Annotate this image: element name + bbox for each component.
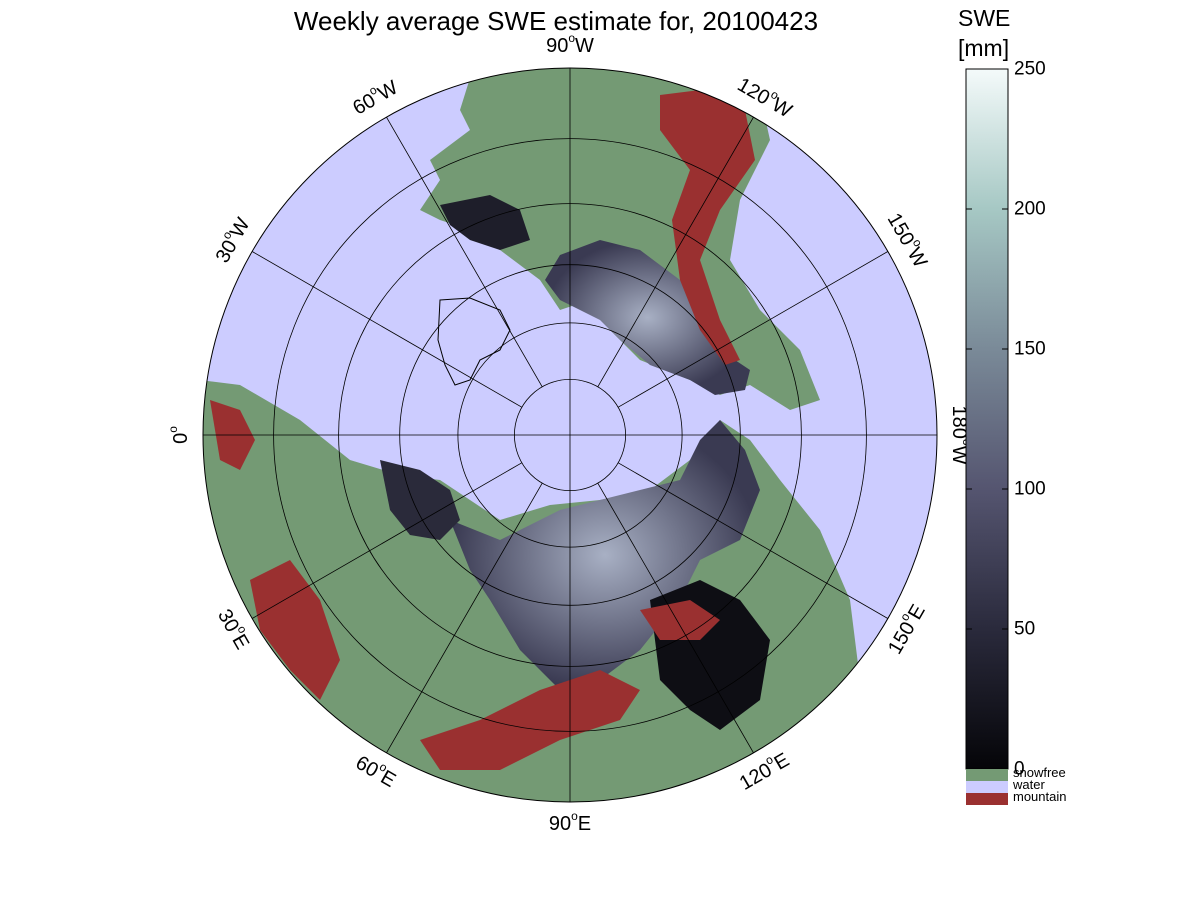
colorbar-title-line2: [mm] — [958, 35, 1009, 61]
meridian-label: 0o — [166, 426, 192, 444]
meridian-line — [597, 482, 754, 754]
colorbar-title-line1: SWE — [958, 5, 1010, 31]
colorbar-tick-label: 0 — [1014, 759, 1025, 780]
eurasia-mountain-west — [250, 560, 340, 700]
colorbar-tick-label: 100 — [1014, 479, 1046, 500]
category-label: mountain — [1013, 789, 1066, 804]
meridian-label: 90oE — [549, 809, 591, 835]
na-mountain-belt — [660, 90, 755, 365]
meridian-line — [251, 462, 523, 619]
colorbar-tick-label: 200 — [1014, 199, 1046, 220]
meridian-line — [597, 116, 754, 388]
greenland-outline — [437, 297, 511, 386]
na-snow-east — [440, 195, 530, 250]
category-swatch — [966, 769, 1008, 781]
meridian-line — [251, 251, 523, 408]
category-label: water — [1012, 777, 1045, 792]
meridian-line — [617, 462, 889, 619]
eurasia-mountain-east — [640, 600, 720, 640]
eurasia-snow-cover — [450, 420, 760, 690]
meridian-line — [386, 116, 543, 388]
colorbar-tick-label: 150 — [1014, 339, 1046, 360]
meridian-label: 90oW — [546, 31, 594, 57]
category-label: snowfree — [1013, 765, 1066, 780]
meridian-line — [386, 482, 543, 754]
map-title: Weekly average SWE estimate for, 2010042… — [294, 6, 818, 36]
meridian-line — [617, 251, 889, 408]
colorbar-tick-label: 50 — [1014, 619, 1035, 640]
category-swatch — [966, 781, 1008, 793]
category-swatch — [966, 793, 1008, 805]
eurasia-mountain-south — [420, 670, 640, 770]
map-border — [202, 67, 938, 803]
colorbar-ticks: 0 50 100 150 200 250 — [966, 59, 1046, 780]
scandinavia-snow — [380, 460, 460, 540]
colorbar-tick-label: 250 — [1014, 59, 1046, 80]
colorbar: SWE [mm] 0 50 100 150 200 250 snowfreewatermo… — [958, 5, 1066, 805]
map-disc — [203, 68, 937, 802]
meridian-lines — [203, 68, 937, 802]
colorbar-gradient — [965, 68, 1009, 770]
na-snow-cover — [545, 240, 750, 395]
